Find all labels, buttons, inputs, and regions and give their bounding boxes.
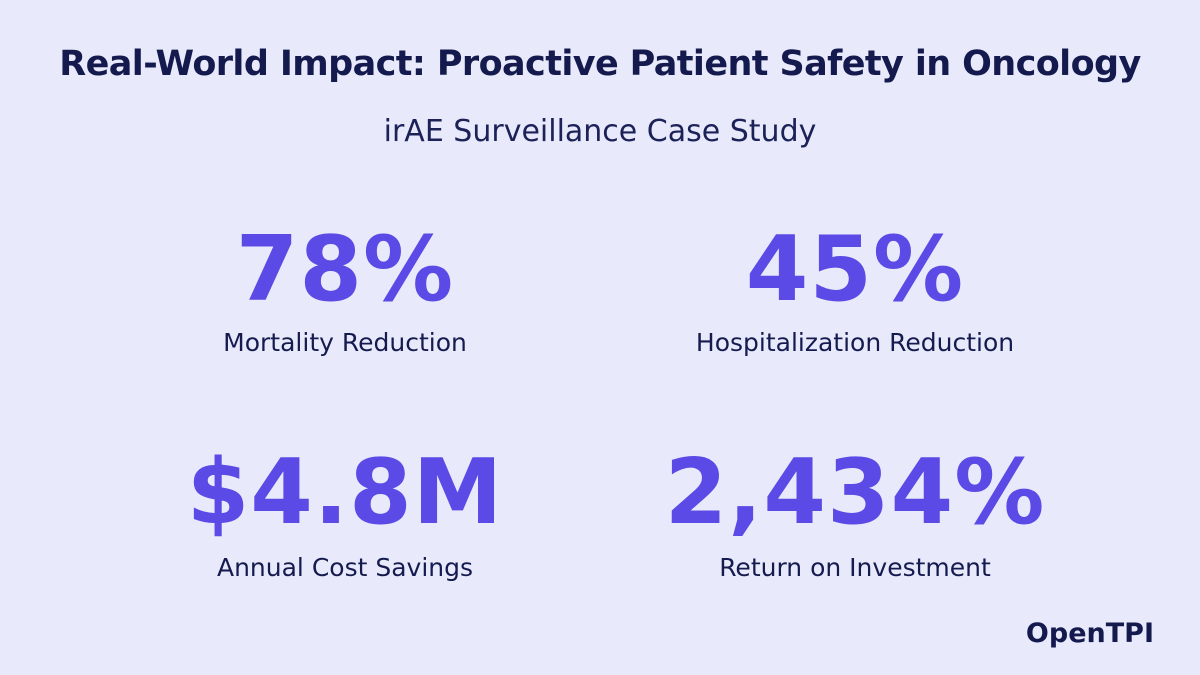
metric-value: $4.8M xyxy=(186,440,504,545)
metric-label: Mortality Reduction xyxy=(223,328,467,357)
brand-logo: OpenTPI xyxy=(1025,618,1154,649)
metric-label: Return on Investment xyxy=(719,553,991,582)
metric-value: 78% xyxy=(235,217,455,322)
page-title: Real-World Impact: Proactive Patient Saf… xyxy=(59,44,1141,84)
metric-hospitalization-reduction: 45% Hospitalization Reduction xyxy=(575,220,1135,358)
metric-value: 2,434% xyxy=(664,440,1046,545)
metric-value: 45% xyxy=(745,217,965,322)
metric-return-on-investment: 2,434% Return on Investment xyxy=(575,443,1135,583)
metric-label: Hospitalization Reduction xyxy=(695,328,1015,357)
metric-annual-cost-savings: $4.8M Annual Cost Savings xyxy=(65,443,625,583)
page-subtitle: irAE Surveillance Case Study xyxy=(383,114,817,149)
metric-label: Annual Cost Savings xyxy=(216,553,474,582)
metric-mortality-reduction: 78% Mortality Reduction xyxy=(65,220,625,358)
